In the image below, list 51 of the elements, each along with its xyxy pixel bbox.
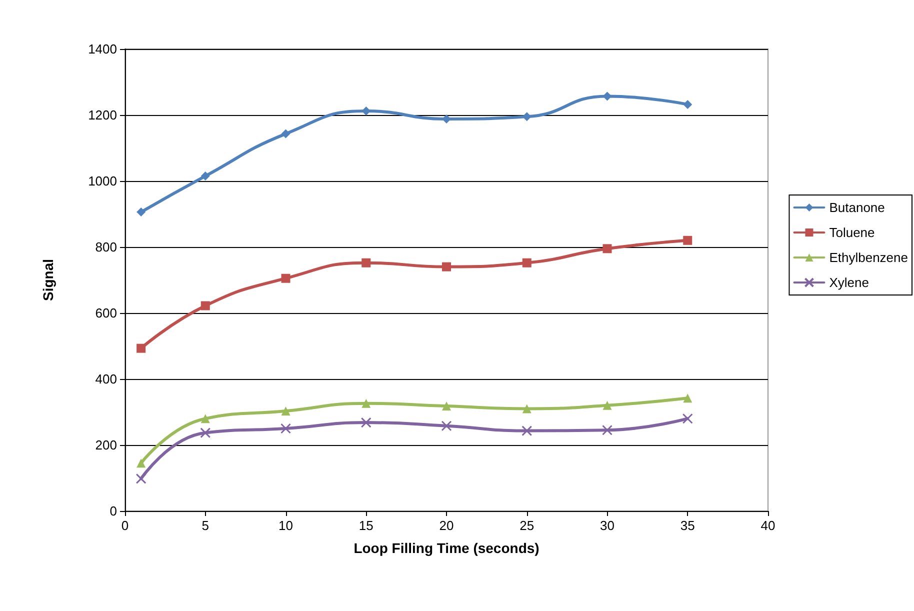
x-tick-label: 30 <box>600 518 614 533</box>
x-tick-label: 35 <box>680 518 695 533</box>
point <box>442 262 451 272</box>
legend-label: Ethylbenzene <box>829 250 908 265</box>
x-tick-label: 15 <box>358 518 374 533</box>
y-tick-label: 600 <box>95 306 117 320</box>
point <box>683 394 692 403</box>
point <box>682 413 693 424</box>
y-tick-label: 1400 <box>88 42 117 56</box>
y-tick-label: 0 <box>110 504 117 518</box>
point <box>602 244 612 254</box>
x-tick-label: 0 <box>121 518 129 533</box>
point <box>200 172 210 181</box>
point <box>441 420 452 432</box>
point <box>522 426 532 436</box>
point <box>362 398 371 408</box>
point <box>200 301 210 310</box>
point <box>281 406 290 416</box>
point <box>136 344 146 353</box>
point <box>136 473 146 484</box>
y-axis-title: Signal <box>40 258 56 302</box>
y-tick-label: 400 <box>95 372 117 386</box>
x-tick-label: 20 <box>439 518 454 533</box>
point <box>683 236 692 245</box>
x-axis-title: Loop Filling Time (seconds) <box>354 540 540 556</box>
point <box>522 404 532 414</box>
x-tick-label: 5 <box>202 518 209 533</box>
legend-label: Xylene <box>829 275 869 290</box>
point <box>136 458 146 468</box>
point <box>281 129 290 138</box>
point <box>683 100 692 109</box>
point <box>281 274 290 283</box>
point <box>200 414 210 424</box>
point <box>522 258 532 268</box>
x-tick-label: 25 <box>520 518 534 533</box>
y-tick-label: 200 <box>95 438 117 452</box>
y-tick-label: 1200 <box>88 108 117 122</box>
point <box>360 417 372 428</box>
legend-label: Butanone <box>829 200 885 215</box>
point <box>136 208 146 217</box>
point <box>362 258 371 268</box>
y-tick-label: 800 <box>95 240 117 254</box>
x-tick-label: 40 <box>760 518 776 533</box>
x-tick-label: 10 <box>278 518 293 533</box>
point <box>602 400 612 410</box>
y-tick-label: 1000 <box>88 174 117 188</box>
point <box>200 428 211 438</box>
point <box>280 423 291 434</box>
point <box>442 402 451 411</box>
point <box>602 424 612 436</box>
legend-label: Toluene <box>829 225 875 240</box>
